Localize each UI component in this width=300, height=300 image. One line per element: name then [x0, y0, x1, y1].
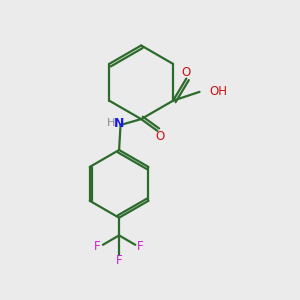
- Text: H: H: [107, 118, 115, 128]
- Text: F: F: [94, 240, 101, 253]
- Text: O: O: [156, 130, 165, 143]
- Text: F: F: [137, 240, 144, 253]
- Text: OH: OH: [209, 85, 227, 98]
- Text: F: F: [116, 254, 122, 267]
- Text: N: N: [114, 117, 124, 130]
- Text: O: O: [182, 66, 191, 79]
